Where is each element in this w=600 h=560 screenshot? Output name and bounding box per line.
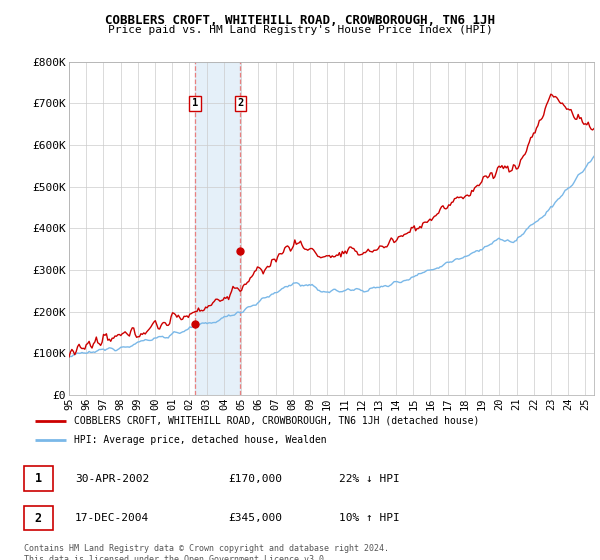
Text: £170,000: £170,000 xyxy=(228,474,282,484)
Text: 2: 2 xyxy=(35,511,42,525)
Text: HPI: Average price, detached house, Wealden: HPI: Average price, detached house, Weal… xyxy=(74,435,327,445)
Text: 22% ↓ HPI: 22% ↓ HPI xyxy=(339,474,400,484)
Text: 10% ↑ HPI: 10% ↑ HPI xyxy=(339,513,400,523)
Text: £345,000: £345,000 xyxy=(228,513,282,523)
Text: 30-APR-2002: 30-APR-2002 xyxy=(75,474,149,484)
Text: COBBLERS CROFT, WHITEHILL ROAD, CROWBOROUGH, TN6 1JH (detached house): COBBLERS CROFT, WHITEHILL ROAD, CROWBORO… xyxy=(74,416,480,426)
Text: Price paid vs. HM Land Registry's House Price Index (HPI): Price paid vs. HM Land Registry's House … xyxy=(107,25,493,35)
Bar xyxy=(195,62,241,395)
Text: 1: 1 xyxy=(35,472,42,486)
Text: COBBLERS CROFT, WHITEHILL ROAD, CROWBOROUGH, TN6 1JH: COBBLERS CROFT, WHITEHILL ROAD, CROWBORO… xyxy=(105,14,495,27)
Text: 1: 1 xyxy=(192,98,198,108)
Text: 17-DEC-2004: 17-DEC-2004 xyxy=(75,513,149,523)
Text: Contains HM Land Registry data © Crown copyright and database right 2024.
This d: Contains HM Land Registry data © Crown c… xyxy=(24,544,389,560)
Text: 2: 2 xyxy=(238,98,244,108)
